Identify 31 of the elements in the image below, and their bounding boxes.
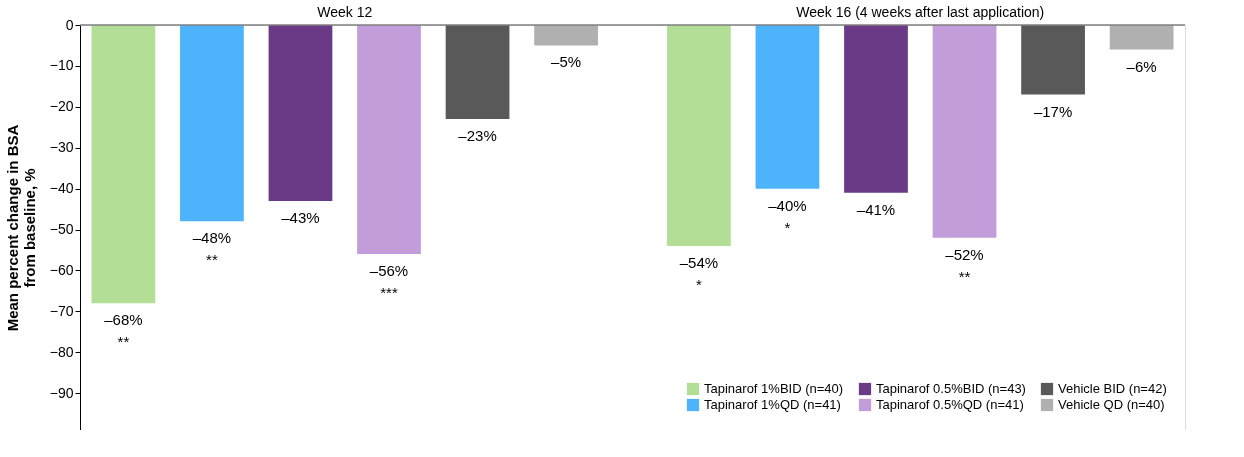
data-label: –56% ***: [369, 262, 409, 302]
y-tick-label: −70: [49, 302, 74, 319]
data-label: –40% *: [768, 196, 807, 236]
legend-label: Vehicle BID (n=42): [1058, 381, 1167, 396]
legend-label: Tapinarof 1%BID (n=40): [704, 381, 844, 396]
x-tick-label: Week 16 (4 weeks after last application): [796, 3, 1045, 20]
y-tick-label: −40: [49, 180, 74, 197]
y-tick-label: −20: [49, 98, 74, 115]
y-axis-title: Mean percent change in BSA from baseline, %: [3, 124, 38, 332]
data-label: –48% **: [192, 229, 232, 269]
y-tick-label: −90: [49, 384, 74, 401]
y-tick-label: −80: [49, 343, 74, 360]
data-label: –68% **: [104, 311, 143, 351]
data-label: –54% *: [679, 253, 719, 293]
y-tick-label: 0: [65, 16, 74, 33]
y-tick-label: −60: [49, 261, 74, 278]
legend-label: Tapinarof 0.5%QD (n=41): [876, 397, 1024, 412]
data-label: –17%: [1033, 102, 1073, 120]
legend-label: Vehicle QD (n=40): [1058, 397, 1165, 412]
data-label: –5%: [551, 53, 582, 71]
data-label: –43%: [281, 208, 320, 226]
data-label: –6%: [1126, 57, 1157, 75]
y-tick-label: −30: [49, 139, 74, 156]
data-label: –23%: [458, 127, 497, 145]
data-label: –52% **: [945, 245, 984, 285]
data-label: –41%: [856, 200, 896, 218]
x-tick-label: Week 12: [317, 3, 373, 20]
y-tick-label: −50: [49, 221, 74, 238]
legend-label: Tapinarof 1%QD (n=41): [704, 397, 841, 412]
legend-label: Tapinarof 0.5%BID (n=43): [876, 381, 1026, 396]
y-tick-label: −10: [49, 57, 74, 74]
